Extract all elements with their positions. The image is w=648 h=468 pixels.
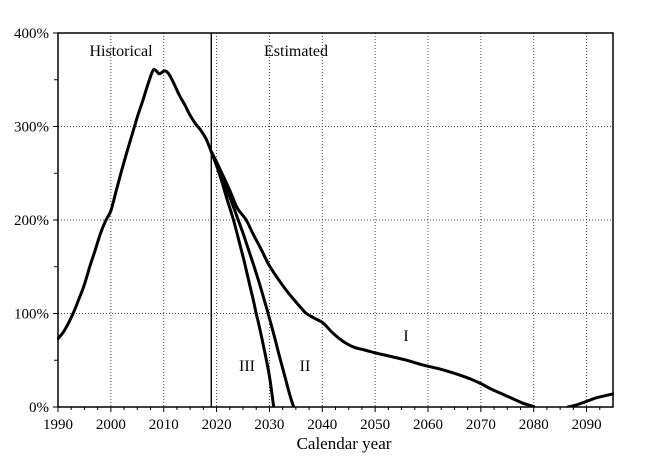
y-tick-label: 100% bbox=[14, 307, 49, 323]
plot-frame bbox=[57, 32, 614, 408]
tick-labels: 1990 2000 2010 2020 2030 2040 2050 2060 2070 2080… bbox=[14, 26, 602, 433]
x-axis-title: Calendar year bbox=[296, 434, 392, 453]
x-tick-label: 2050 bbox=[360, 417, 390, 433]
y-tick-label: 300% bbox=[14, 120, 49, 136]
x-tick-label: 2010 bbox=[149, 417, 179, 433]
x-tick-label: 2040 bbox=[307, 417, 337, 433]
label-curve-II: II bbox=[299, 358, 311, 375]
x-tick-label: 2000 bbox=[96, 417, 126, 433]
x-tick-label: 1990 bbox=[43, 417, 73, 433]
curve-alternative-iii bbox=[209, 150, 276, 407]
x-tick-label: 2080 bbox=[519, 417, 549, 433]
gridlines bbox=[58, 33, 613, 407]
curve-alternative-i bbox=[566, 392, 614, 407]
label-estimated-region: Estimated bbox=[264, 43, 328, 60]
y-tick-label: 0% bbox=[29, 400, 49, 416]
label-curve-III: III bbox=[239, 358, 255, 375]
label-historical-region: Historical bbox=[89, 43, 153, 60]
axis-ticks bbox=[53, 32, 601, 412]
curve-alternative-ii bbox=[209, 150, 296, 407]
curve-alternative-i bbox=[209, 150, 536, 407]
y-tick-label: 200% bbox=[14, 213, 49, 229]
label-curve-I: I bbox=[403, 328, 409, 345]
x-tick-label: 2070 bbox=[466, 417, 496, 433]
x-tick-label: 2090 bbox=[572, 417, 602, 433]
x-tick-label: 2030 bbox=[254, 417, 284, 433]
x-tick-label: 2060 bbox=[413, 417, 443, 433]
y-tick-label: 400% bbox=[14, 26, 49, 42]
x-tick-label: 2020 bbox=[202, 417, 232, 433]
curve-historical bbox=[57, 67, 213, 341]
data-curves bbox=[57, 67, 614, 407]
